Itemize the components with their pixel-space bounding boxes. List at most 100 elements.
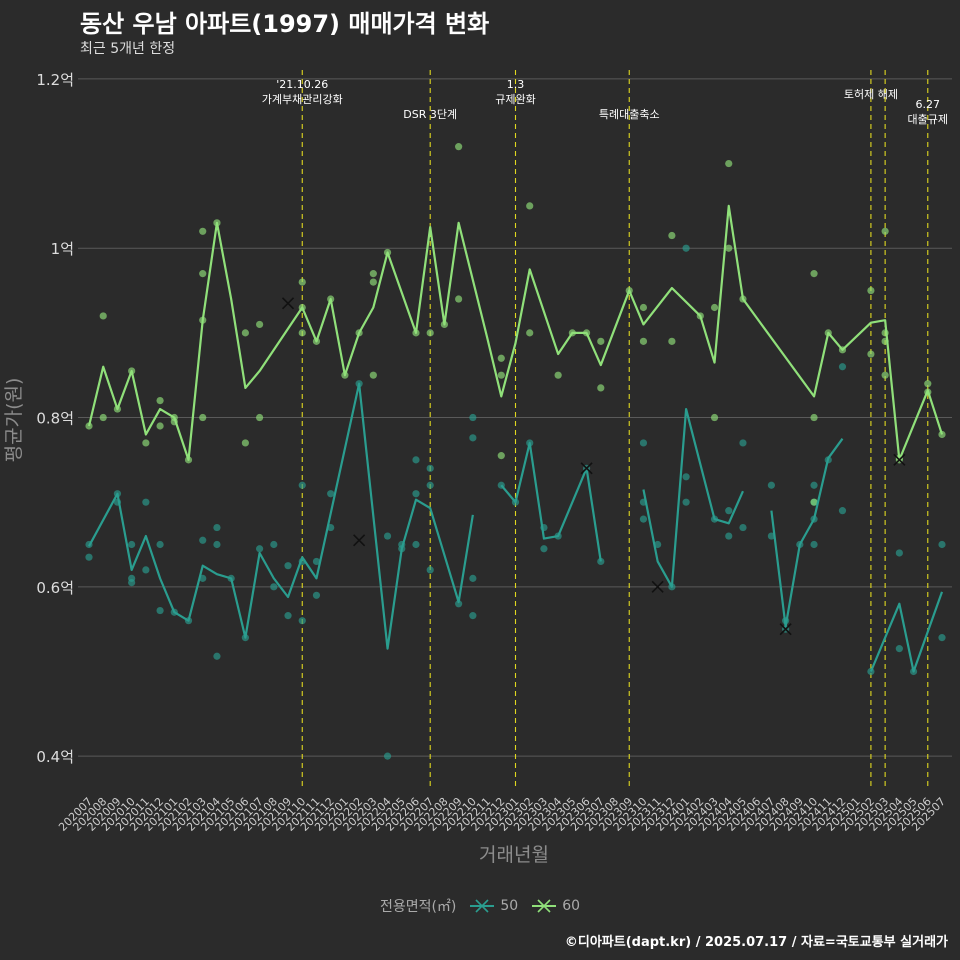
data-point-60: [241, 329, 249, 337]
data-point-60: [455, 295, 463, 303]
data-point-50: [810, 540, 818, 549]
data-point-50: [639, 515, 648, 523]
data-point-50: [128, 579, 136, 587]
legend-item-60: 60: [532, 897, 580, 915]
data-point-60: [99, 413, 107, 422]
data-point-60: [597, 337, 605, 345]
data-point-60: [369, 371, 377, 379]
y-tick-label: 0.4억: [36, 748, 74, 766]
data-point-50: [213, 652, 221, 660]
data-point-50: [156, 606, 164, 615]
legend-title: 전용면적(㎡): [379, 899, 457, 915]
data-point-60: [256, 320, 264, 329]
data-point-60: [710, 413, 719, 422]
data-point-60: [241, 439, 249, 447]
data-point-60: [298, 329, 306, 337]
data-point-60: [668, 337, 676, 345]
data-point-50: [725, 507, 733, 515]
legend-swatch-60-icon: [532, 899, 557, 913]
data-point-50: [383, 752, 392, 760]
gridlines: [78, 78, 952, 757]
data-point-60: [497, 354, 505, 362]
cross-markers: [281, 297, 906, 636]
event-label-line: 1.3: [507, 78, 525, 91]
cross-stroke: [651, 580, 664, 593]
data-point-60: [668, 231, 676, 240]
data-point-50: [412, 490, 420, 498]
event-label: DSR 3단계: [403, 108, 457, 121]
data-point-50: [767, 481, 776, 489]
cross-marker-50: [580, 462, 593, 475]
data-point-50: [327, 490, 335, 498]
data-point-50: [938, 540, 946, 549]
legend: 전용면적(㎡) 50 60: [0, 896, 960, 916]
data-point-50: [426, 481, 434, 489]
data-point-60: [867, 350, 875, 358]
data-point-50: [270, 540, 278, 549]
y-tick-labels: 0.4억 0.6억 0.8억 1억 1.2억: [36, 71, 74, 766]
data-point-50: [682, 244, 690, 252]
cross-stroke: [281, 297, 295, 310]
event-label-line: 특례대출축소: [599, 108, 660, 121]
legend-label-50: 50: [500, 898, 519, 914]
cross-marker-50: [651, 580, 664, 593]
event-label: '21.10.26 가계부채관리강화: [262, 78, 343, 106]
data-point-50: [412, 540, 420, 549]
data-point-50: [938, 634, 946, 642]
legend-swatch-50-icon: [470, 899, 495, 913]
cross-marker-50: [779, 623, 792, 636]
data-point-50: [682, 473, 690, 481]
data-point-50: [469, 413, 477, 422]
data-point-60: [369, 278, 377, 286]
data-point-60: [99, 312, 107, 320]
data-point-60: [369, 270, 377, 278]
chart-subtitle: 최근 5개년 한정: [80, 41, 176, 57]
data-point-60: [455, 143, 463, 151]
cross-stroke: [353, 534, 366, 547]
data-point-60: [298, 278, 306, 286]
event-label: 6.27 대출규제: [908, 98, 948, 126]
scatter-points: [85, 143, 946, 760]
series-line-50: [869, 591, 944, 673]
data-point-50: [128, 540, 136, 549]
data-point-50: [298, 617, 306, 625]
data-point-60: [199, 227, 207, 235]
data-point-60: [725, 159, 733, 168]
series-line-50: [88, 382, 474, 650]
data-point-50: [199, 536, 207, 544]
data-point-60: [710, 303, 719, 312]
series-line-60: [87, 204, 944, 461]
data-point-60: [199, 413, 207, 422]
event-label-line: 토허제 해제: [844, 87, 898, 101]
data-point-50: [810, 481, 818, 489]
data-point-60: [867, 286, 875, 295]
y-axis-label: 평균가(원): [3, 378, 25, 463]
data-point-50: [426, 464, 434, 472]
event-label-line: 규제완화: [495, 93, 535, 106]
data-point-50: [383, 532, 392, 540]
y-tick-label: 1.2억: [36, 71, 74, 89]
data-point-50: [85, 553, 93, 561]
data-point-60: [256, 413, 264, 422]
data-point-50: [838, 507, 847, 515]
data-point-50: [739, 523, 747, 532]
event-label: 토허제 해제: [844, 87, 898, 101]
data-point-50: [284, 562, 292, 570]
data-point-50: [312, 591, 321, 599]
series-line-50: [642, 407, 744, 588]
cross-marker-60: [893, 453, 906, 466]
series-line-50: [500, 441, 602, 562]
data-point-50: [895, 645, 903, 653]
data-point-60: [426, 329, 434, 337]
legend-label-60: 60: [562, 898, 581, 914]
chart-caption: ©디아파트(dapt.kr) / 2025.07.17 / 자료=국토교통부 실…: [564, 935, 948, 950]
data-point-60: [810, 270, 818, 278]
data-point-50: [298, 481, 306, 489]
x-axis-label: 거래년월: [479, 844, 549, 866]
data-point-50: [895, 549, 903, 557]
data-point-60: [526, 202, 534, 210]
cross-stroke: [580, 462, 593, 475]
cross-stroke: [893, 453, 906, 466]
y-tick-label: 0.6억: [36, 579, 74, 597]
